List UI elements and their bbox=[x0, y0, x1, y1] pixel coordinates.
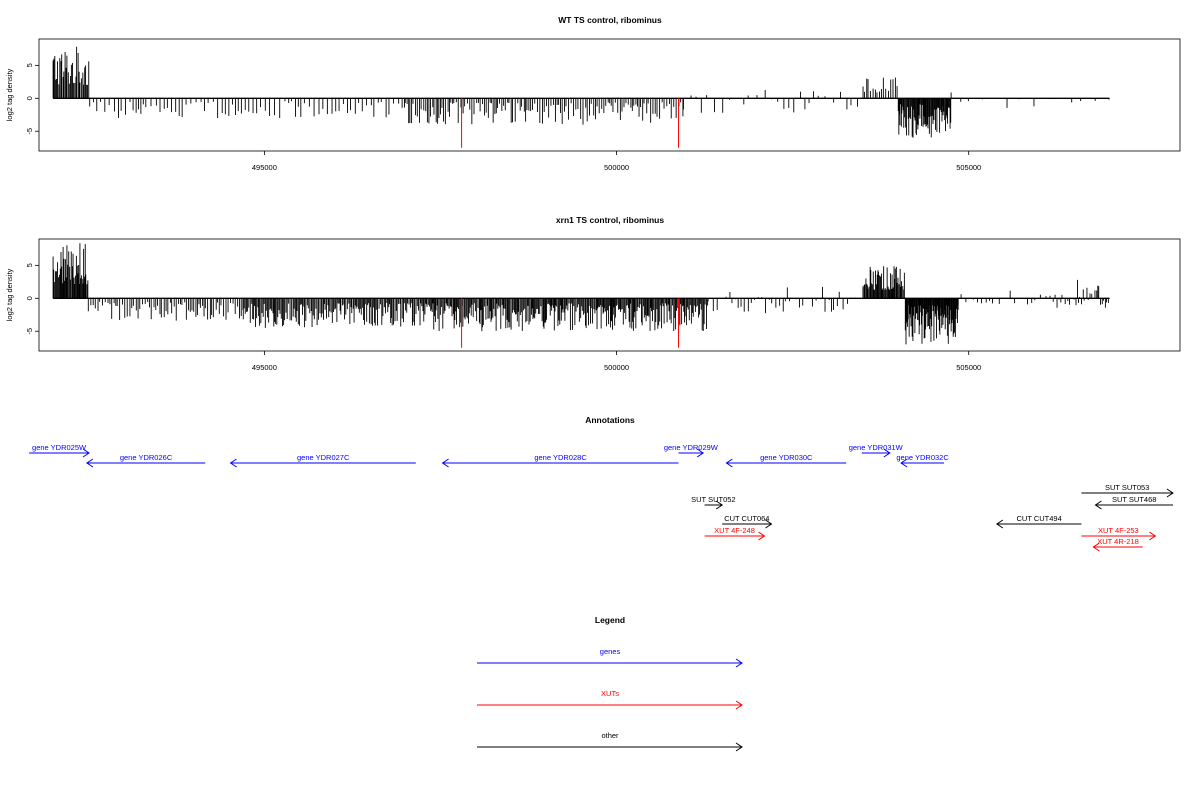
legend-label: other bbox=[601, 731, 619, 740]
y-tick-label: -5 bbox=[25, 328, 34, 335]
feature-label: XUT 4F-253 bbox=[1098, 526, 1139, 535]
feature-label: SUT SUT053 bbox=[1105, 483, 1149, 492]
arrow-head bbox=[441, 458, 449, 468]
feature-label: CUT CUT064 bbox=[724, 514, 769, 523]
x-tick-label: 495000 bbox=[252, 363, 277, 372]
x-tick-label: 500000 bbox=[604, 163, 629, 172]
plot-frame bbox=[38, 38, 1181, 152]
legend: Legend genes XUTs other bbox=[477, 615, 743, 752]
y-axis-label: log2 tag density bbox=[5, 68, 14, 121]
feature-label: gene YDR026C bbox=[120, 453, 173, 462]
feature-gene-ydr032c: gene YDR032C bbox=[896, 453, 949, 468]
legend-item-genes: genes bbox=[477, 647, 743, 668]
feature-label: gene YDR032C bbox=[896, 453, 949, 462]
x-tick-label: 500000 bbox=[604, 363, 629, 372]
arrow-head bbox=[735, 658, 743, 668]
feature-label: CUT CUT494 bbox=[1016, 514, 1061, 523]
feature-sut-sut468: SUT SUT468 bbox=[1094, 495, 1173, 510]
feature-cut-cut494: CUT CUT494 bbox=[995, 514, 1082, 529]
red-marker-lines bbox=[461, 298, 680, 348]
legend-title: Legend bbox=[595, 615, 625, 625]
arrow-head bbox=[725, 458, 733, 468]
arrow-head bbox=[82, 448, 90, 458]
arrow-head bbox=[735, 700, 743, 710]
arrow-head bbox=[1166, 488, 1174, 498]
density-bars bbox=[52, 243, 1109, 345]
legend-item-other: other bbox=[477, 731, 743, 752]
x-tick-label: 505000 bbox=[956, 163, 981, 172]
density-bars bbox=[52, 46, 1110, 138]
legend-label: XUTs bbox=[601, 689, 619, 698]
y-axis: -5 0 5 bbox=[25, 263, 39, 335]
feature-label: gene YDR029W bbox=[664, 443, 719, 452]
feature-label: gene YDR025W bbox=[32, 443, 87, 452]
feature-label: gene YDR028C bbox=[534, 453, 587, 462]
arrow-head bbox=[1149, 531, 1157, 541]
annotations-title: Annotations bbox=[585, 415, 635, 425]
legend-items: genes XUTs other bbox=[477, 647, 743, 752]
y-tick-label: 5 bbox=[25, 63, 34, 67]
plot-frame bbox=[38, 238, 1181, 352]
feature-label: gene YDR027C bbox=[297, 453, 350, 462]
arrow-head bbox=[995, 519, 1004, 529]
feature-label: gene YDR031W bbox=[849, 443, 904, 452]
y-tick-label: 5 bbox=[25, 263, 34, 267]
y-tick-label: 0 bbox=[25, 296, 34, 300]
arrow-head bbox=[735, 742, 743, 752]
feature-gene-ydr029w: gene YDR029W bbox=[664, 443, 719, 458]
red-marker-lines bbox=[461, 98, 680, 148]
feature-xut-4r-218: XUT 4R-218 bbox=[1092, 537, 1143, 552]
feature-gene-ydr028c: gene YDR028C bbox=[441, 453, 679, 468]
arrow-head bbox=[900, 458, 908, 468]
xrn1-density-panel: xrn1 TS control, ribominus log2 tag dens… bbox=[5, 215, 1181, 372]
feature-gene-ydr025w: gene YDR025W bbox=[29, 443, 90, 458]
arrow-head bbox=[758, 531, 766, 541]
feature-label: gene YDR030C bbox=[760, 453, 813, 462]
feature-label: SUT SUT468 bbox=[1112, 495, 1156, 504]
feature-xut-4f-253: XUT 4F-253 bbox=[1081, 526, 1157, 541]
arrow-head bbox=[229, 458, 237, 468]
x-axis: 495000 500000 505000 bbox=[252, 351, 981, 372]
feature-gene-ydr031w: gene YDR031W bbox=[849, 443, 904, 458]
feature-label: SUT SUT052 bbox=[691, 495, 735, 504]
y-tick-label: -5 bbox=[25, 128, 34, 135]
panel-title: WT TS control, ribominus bbox=[558, 15, 662, 25]
arrow-head bbox=[1094, 500, 1102, 510]
y-tick-label: 0 bbox=[25, 96, 34, 100]
arrow-head bbox=[715, 500, 724, 510]
y-axis-label: log2 tag density bbox=[5, 268, 14, 321]
arrow-head bbox=[883, 448, 891, 458]
arrow-head bbox=[696, 448, 705, 458]
feature-gene-ydr026c: gene YDR026C bbox=[85, 453, 206, 468]
arrow-head bbox=[765, 519, 773, 529]
feature-sut-sut052: SUT SUT052 bbox=[691, 495, 736, 510]
feature-label: XUT 4F-248 bbox=[714, 526, 755, 535]
legend-label: genes bbox=[600, 647, 621, 656]
annotation-features: gene YDR025W gene YDR026C gene YDR027C gene… bbox=[29, 443, 1174, 552]
arrow-head bbox=[1092, 542, 1100, 552]
feature-gene-ydr027c: gene YDR027C bbox=[229, 453, 416, 468]
feature-label: XUT 4R-218 bbox=[1097, 537, 1139, 546]
feature-cut-cut064: CUT CUT064 bbox=[722, 514, 773, 529]
x-axis: 495000 500000 505000 bbox=[252, 151, 981, 172]
x-tick-label: 495000 bbox=[252, 163, 277, 172]
wt-density-panel: WT TS control, ribominus log2 tag densit… bbox=[5, 15, 1181, 172]
y-axis: -5 0 5 bbox=[25, 63, 39, 135]
feature-sut-sut053: SUT SUT053 bbox=[1081, 483, 1174, 498]
panel-title: xrn1 TS control, ribominus bbox=[556, 215, 664, 225]
feature-xut-4f-248: XUT 4F-248 bbox=[704, 526, 766, 541]
feature-gene-ydr030c: gene YDR030C bbox=[725, 453, 847, 468]
arrow-head bbox=[85, 458, 94, 468]
legend-item-xuts: XUTs bbox=[477, 689, 743, 710]
x-tick-label: 505000 bbox=[956, 363, 981, 372]
